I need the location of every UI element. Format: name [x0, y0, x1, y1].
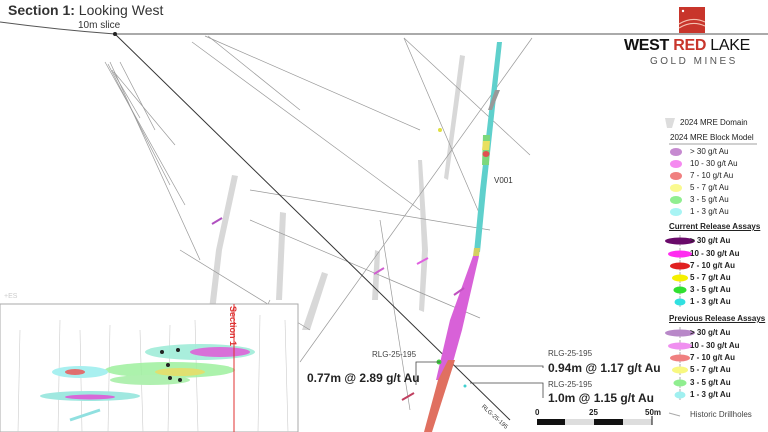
- scale-tick-0: 0: [535, 408, 540, 417]
- legend-item-previous: 5 - 7 g/t Au: [690, 365, 731, 374]
- inset-long-section: [0, 303, 299, 432]
- domain-shape: [276, 212, 286, 300]
- domain-shape: [302, 272, 328, 330]
- callout-value: 0.77m @ 2.89 g/t Au: [307, 371, 420, 385]
- topography-line: [0, 21, 768, 35]
- legend-item-current: 5 - 7 g/t Au: [690, 273, 731, 282]
- legend-swatch-block_model: [670, 184, 682, 192]
- legend-item-block_model: 7 - 10 g/t Au: [690, 171, 734, 180]
- legend-swatch-previous: [672, 366, 688, 374]
- domain-shape: [208, 175, 238, 320]
- legend-item-previous: > 30 g/t Au: [690, 328, 731, 337]
- legend-block-model-header: 2024 MRE Block Model: [670, 133, 754, 142]
- legend-item-block_model: 1 - 3 g/t Au: [690, 207, 729, 216]
- legend-swatch-current: [672, 274, 688, 282]
- logo-wordmark: WEST RED LAKE: [624, 37, 750, 54]
- logo-mark: [678, 7, 706, 33]
- legend-swatch-previous: [668, 342, 692, 350]
- legend-swatch-current: [668, 250, 692, 258]
- legend-swatch-previous: [670, 354, 690, 362]
- inset-corner-label: +ES: [4, 293, 18, 300]
- domain-shape: [444, 55, 465, 180]
- legend-swatch-current: [670, 262, 690, 270]
- callout-leaders: [415, 361, 544, 398]
- legend-item-previous: 1 - 3 g/t Au: [690, 390, 731, 399]
- callout-hole: RLG-25-195: [548, 349, 593, 358]
- slice-label: 10m slice: [78, 20, 121, 31]
- legend-previous-header: Previous Release Assays: [669, 314, 766, 323]
- legend-domain: 2024 MRE Domain: [680, 118, 748, 127]
- legend-swatch-block_model: [670, 196, 682, 204]
- mre-domains: [208, 55, 465, 330]
- legend-item-previous: 3 - 5 g/t Au: [690, 378, 731, 387]
- scale-bar: [537, 412, 681, 425]
- legend-swatch-block_model: [670, 172, 682, 180]
- legend-swatch-previous: [665, 329, 695, 337]
- scale-tick-50: 50m: [645, 408, 662, 417]
- legend-swatch-current: [673, 286, 687, 294]
- legend-swatch-current: [665, 237, 695, 245]
- legend-historic: Historic Drillholes: [690, 410, 752, 419]
- vein-v001: [424, 42, 502, 432]
- legend-swatches: [665, 118, 757, 400]
- legend-item-current: 10 - 30 g/t Au: [690, 249, 740, 258]
- legend-item-block_model: 5 - 7 g/t Au: [690, 183, 729, 192]
- legend-swatch-previous: [674, 391, 686, 399]
- legend-item-block_model: 3 - 5 g/t Au: [690, 195, 729, 204]
- inset-section-label: Section 1: [228, 306, 238, 347]
- legend-item-block_model: > 30 g/t Au: [690, 147, 729, 156]
- callout-hole: RLG-25-195: [372, 350, 417, 359]
- logo-subtitle: GOLD MINES: [650, 56, 738, 67]
- legend-swatch-block_model: [670, 148, 682, 156]
- callout-value: 1.0m @ 1.15 g/t Au: [548, 391, 654, 405]
- legend-item-previous: 10 - 30 g/t Au: [690, 341, 740, 350]
- legend-item-current: > 30 g/t Au: [690, 236, 731, 245]
- scale-tick-25: 25: [589, 408, 598, 417]
- callout-hole: RLG-25-195: [548, 380, 593, 389]
- legend-swatch-block_model: [670, 160, 682, 168]
- legend-item-current: 1 - 3 g/t Au: [690, 297, 731, 306]
- legend-item-current: 3 - 5 g/t Au: [690, 285, 731, 294]
- legend-swatch-previous: [673, 379, 687, 387]
- legend-swatch-current: [674, 298, 686, 306]
- page-title: Section 1: Looking West: [8, 2, 164, 18]
- legend-swatch-block_model: [670, 208, 682, 216]
- vein-label: V001: [494, 176, 513, 185]
- domain-shape: [418, 160, 428, 312]
- legend-current-header: Current Release Assays: [669, 222, 761, 231]
- legend-item-current: 7 - 10 g/t Au: [690, 261, 736, 270]
- callout-value: 0.94m @ 1.17 g/t Au: [548, 361, 661, 375]
- legend-item-block_model: 10 - 30 g/t Au: [690, 159, 738, 168]
- drill-traces: [104, 35, 533, 411]
- legend-item-previous: 7 - 10 g/t Au: [690, 353, 736, 362]
